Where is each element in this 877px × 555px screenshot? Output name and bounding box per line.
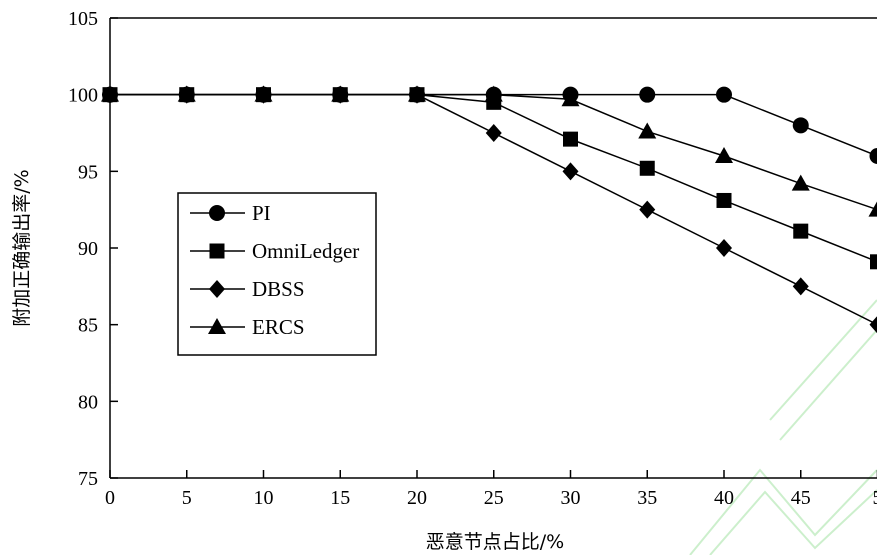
data-point-dbss: [716, 239, 732, 257]
data-point-ercs: [484, 85, 503, 102]
data-point-dbss: [639, 200, 656, 219]
watermark-stroke: [689, 468, 877, 555]
legend-label-ercs: ERCS: [252, 315, 305, 339]
legend-label-dbss: DBSS: [252, 277, 305, 301]
data-point-ercs: [791, 174, 810, 191]
x-tick-label: 30: [561, 487, 581, 509]
y-tick-label: 80: [78, 391, 98, 413]
x-axis-title: 恶意节点占比/%: [426, 531, 564, 553]
data-point-pi: [869, 148, 877, 164]
data-point-ercs: [101, 85, 119, 102]
legend-label-pi: PI: [252, 201, 271, 225]
data-point-dbss: [792, 277, 809, 296]
legend-marker-dbss: [209, 280, 225, 298]
watermark: [689, 299, 877, 555]
data-point-omniledger: [639, 160, 655, 176]
axes: 0 5 10 15 20 25 30 35 40 45 5 75 80 85 90 95 100 105: [68, 8, 877, 509]
watermark-stroke: [769, 299, 877, 421]
legend-marker-omniledger: [209, 243, 225, 259]
y-tick-label: 85: [78, 315, 98, 337]
data-point-omniledger: [870, 254, 877, 270]
data-point-dbss: [869, 316, 877, 334]
data-point-ercs: [254, 85, 273, 102]
legend-box: [177, 192, 377, 356]
watermark-stroke: [709, 489, 877, 555]
data-point-pi: [792, 117, 809, 134]
data-point-omniledger: [793, 223, 809, 239]
x-tick-label: 5: [182, 487, 192, 509]
data-point-omniledger: [716, 192, 732, 208]
y-tick-label: 95: [78, 161, 98, 183]
y-axis-title: 附加正确输出率/%: [11, 169, 33, 326]
legend-marker-pi: [209, 205, 225, 221]
x-tick-label: 10: [254, 487, 274, 509]
legend-label-omniledger: OmniLedger: [252, 239, 359, 263]
data-point-ercs: [868, 201, 877, 217]
legend-marker-ercs: [208, 318, 226, 334]
x-tick-label: 15: [330, 487, 350, 509]
y-tick-label: 100: [68, 85, 98, 107]
y-tick-label: 105: [68, 8, 98, 30]
y-tick-label: 90: [78, 238, 98, 260]
data-point-ercs: [561, 90, 580, 107]
x-tick-label: 45: [791, 487, 811, 509]
x-tick-label: 25: [484, 487, 504, 509]
data-point-ercs: [177, 85, 196, 102]
data-point-dbss: [485, 124, 502, 142]
x-tick-label: 40: [714, 487, 734, 509]
data-point-ercs: [331, 85, 350, 102]
x-tick-label: 35: [637, 487, 657, 509]
data-point-pi: [639, 86, 656, 103]
data-point-ercs: [638, 122, 657, 139]
watermark-stroke: [779, 329, 877, 441]
x-tick-label: 5: [873, 487, 877, 509]
x-tick-label: 20: [407, 487, 427, 509]
data-point-omniledger: [563, 131, 578, 147]
x-tick-label: 0: [105, 487, 115, 509]
y-tick-label: 75: [78, 468, 98, 490]
data-point-pi: [716, 86, 732, 103]
data-point-ercs: [408, 85, 426, 102]
data-point-ercs: [715, 147, 733, 163]
series-layer: [101, 85, 877, 334]
legend: PI OmniLedger DBSS ERCS: [177, 192, 377, 356]
data-point-dbss: [562, 162, 579, 181]
